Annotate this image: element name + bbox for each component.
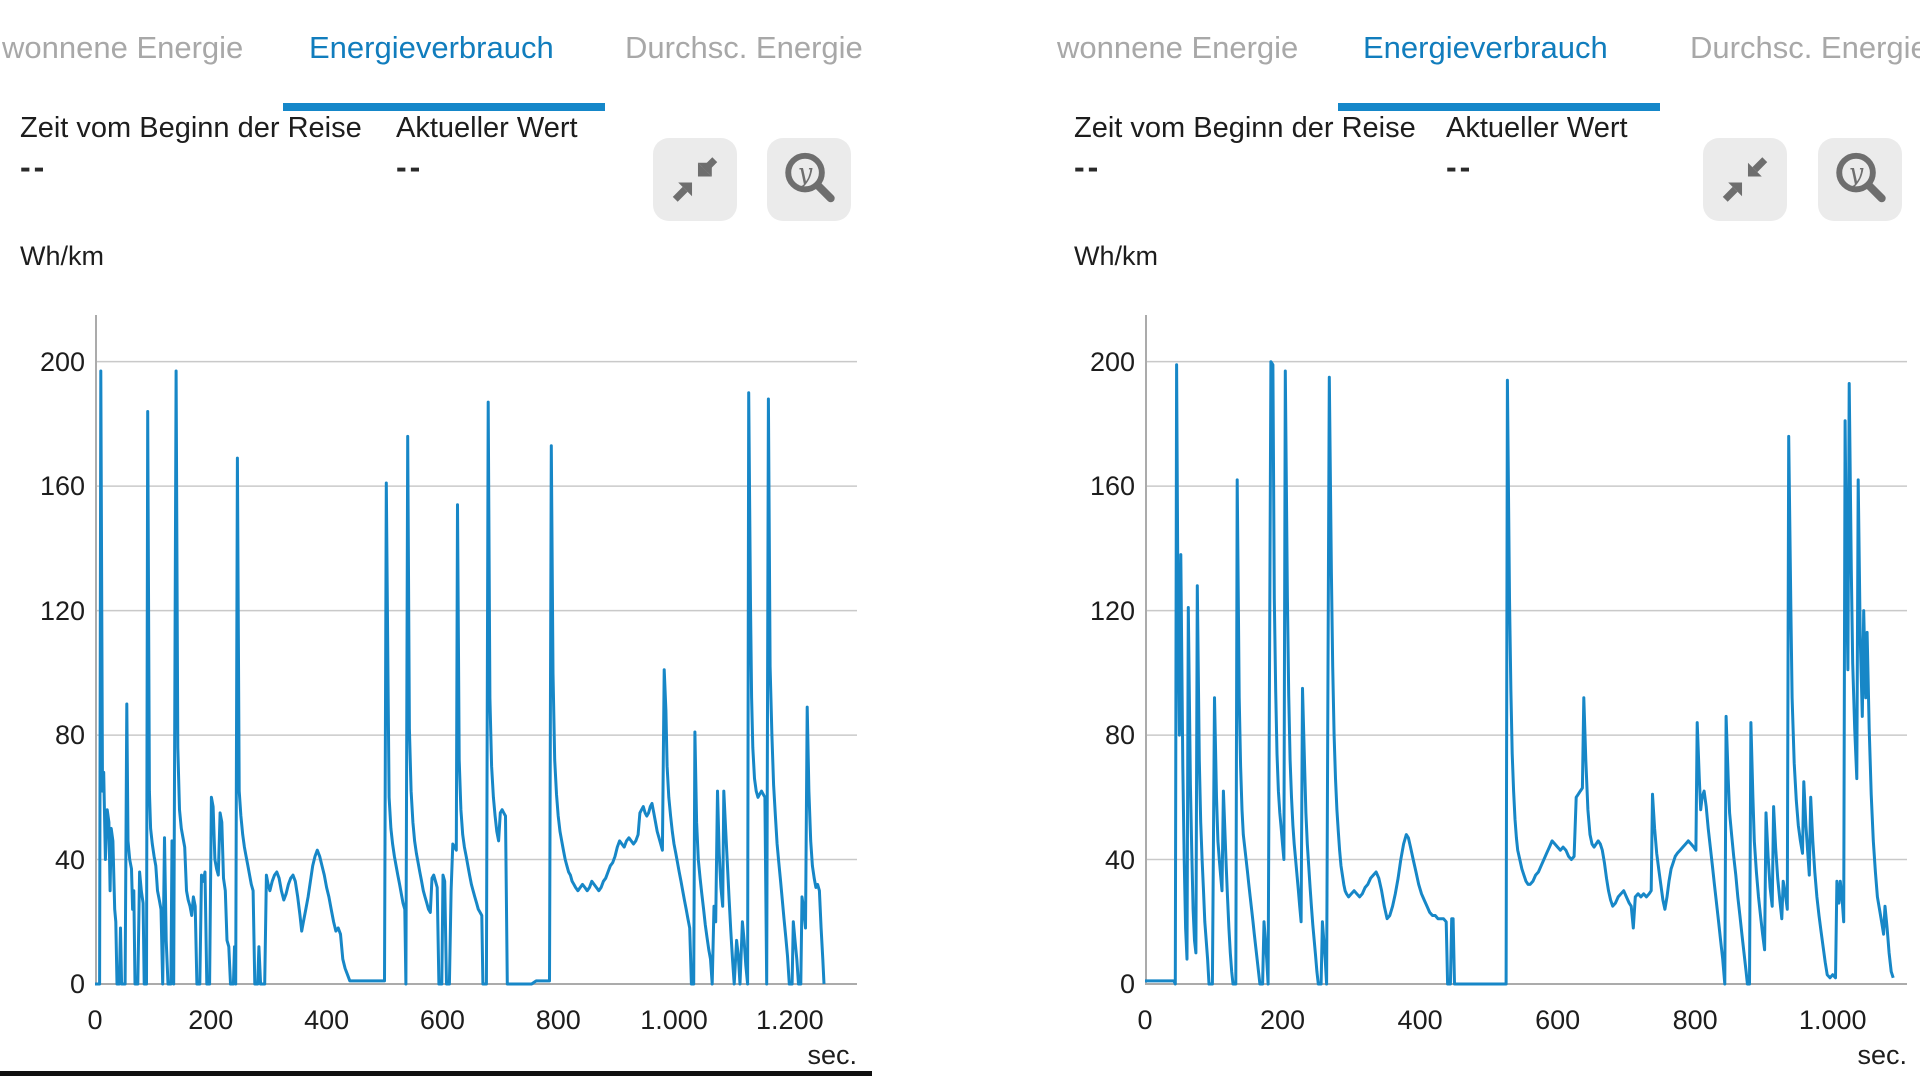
energy-chart[interactable]: 0 40 80 120 160 200 0 200 400 600 800 1.000 bbox=[1090, 315, 1907, 1035]
active-tab-indicator bbox=[283, 103, 605, 111]
x-axis-tick-label: 400 bbox=[1397, 1005, 1443, 1035]
y-axis-tick-label: 120 bbox=[39, 595, 85, 626]
x-axis-tick-label: 200 bbox=[188, 1005, 234, 1035]
x-axis-tick-label: 1.000 bbox=[640, 1005, 708, 1035]
y-axis-tick-label: 0 bbox=[1119, 969, 1135, 999]
y-axis-tick-label: 40 bbox=[1104, 844, 1135, 875]
active-tab-indicator bbox=[1338, 103, 1660, 111]
energy-chart[interactable]: 0 40 80 120 160 200 0 200 400 600 800 1.000 1.200 bbox=[40, 315, 857, 1035]
energy-panel-left: wonnene Energie Energieverbrauch Durchsc… bbox=[0, 0, 872, 1080]
trip-time-label: Zeit vom Beginn der Reise bbox=[1074, 112, 1416, 144]
zoom-y-axis-button[interactable]: y bbox=[1818, 138, 1902, 221]
x-axis-tick-label: 200 bbox=[1260, 1005, 1306, 1035]
x-axis-tick-label: 0 bbox=[87, 1005, 103, 1035]
x-axis-tick-label: 800 bbox=[1672, 1005, 1718, 1035]
tab-durchschnittliche-energie[interactable]: Durchsc. Energie bbox=[1690, 30, 1920, 66]
tab-gewonnene-energie[interactable]: wonnene Energie bbox=[1057, 30, 1299, 65]
current-value: -- bbox=[1446, 149, 1474, 185]
tab-durchschnittliche-energie[interactable]: Durchsc. Energie bbox=[625, 30, 863, 65]
y-axis-tick-label: 200 bbox=[39, 346, 85, 377]
svg-text:y: y bbox=[1848, 158, 1864, 188]
magnifier-y-icon: y bbox=[1836, 152, 1886, 203]
collapse-chart-button[interactable] bbox=[653, 138, 737, 221]
series-line bbox=[1145, 360, 1895, 986]
x-axis-tick-label: 1.200 bbox=[756, 1005, 824, 1035]
collapse-chart-button[interactable] bbox=[1703, 138, 1787, 221]
y-axis-tick-label: 120 bbox=[1089, 595, 1135, 626]
collapse-arrows-icon bbox=[1722, 157, 1768, 202]
y-axis-tick-label: 160 bbox=[39, 471, 85, 502]
tab-energieverbrauch[interactable]: Energieverbrauch bbox=[1363, 30, 1608, 65]
x-axis-tick-label: 600 bbox=[1535, 1005, 1581, 1035]
x-axis-tick-label: 0 bbox=[1137, 1005, 1153, 1035]
x-axis-unit-label: sec. bbox=[807, 1040, 857, 1070]
collapse-arrows-icon bbox=[672, 157, 718, 202]
y-axis-tick-label: 40 bbox=[54, 844, 85, 875]
y-axis-tick-label: 160 bbox=[1089, 471, 1135, 502]
x-axis-tick-label: 600 bbox=[419, 1005, 465, 1035]
current-value-label: Aktueller Wert bbox=[1446, 112, 1628, 144]
tab-gewonnene-energie[interactable]: wonnene Energie bbox=[2, 30, 244, 65]
y-axis-unit-label: Wh/km bbox=[1074, 241, 1158, 271]
tab-energieverbrauch[interactable]: Energieverbrauch bbox=[309, 30, 554, 65]
window-edge-bar bbox=[0, 1071, 872, 1076]
y-axis-tick-label: 80 bbox=[1104, 720, 1135, 751]
chart-plot-area[interactable] bbox=[95, 315, 861, 987]
trip-time-value: -- bbox=[1074, 149, 1102, 185]
x-axis-tick-label: 1.000 bbox=[1798, 1005, 1867, 1035]
y-axis-unit-label: Wh/km bbox=[20, 241, 104, 271]
magnifier-y-icon: y bbox=[785, 152, 835, 203]
energy-panel-right: wonnene Energie Energieverbrauch Durchsc… bbox=[1050, 0, 1920, 1080]
current-value-label: Aktueller Wert bbox=[396, 112, 578, 144]
y-axis-tick-label: 80 bbox=[54, 720, 85, 751]
y-axis-tick-label: 200 bbox=[1089, 346, 1135, 377]
svg-text:y: y bbox=[797, 158, 813, 188]
x-axis-tick-label: 400 bbox=[304, 1005, 350, 1035]
current-value: -- bbox=[396, 149, 424, 185]
x-axis-tick-label: 800 bbox=[535, 1005, 581, 1035]
chart-plot-area[interactable] bbox=[1145, 315, 1911, 987]
trip-time-label: Zeit vom Beginn der Reise bbox=[20, 112, 362, 144]
trip-time-value: -- bbox=[20, 149, 48, 185]
zoom-y-axis-button[interactable]: y bbox=[767, 138, 851, 221]
series-line bbox=[95, 369, 826, 986]
x-axis-unit-label: sec. bbox=[1857, 1040, 1907, 1070]
y-axis-tick-label: 0 bbox=[69, 969, 85, 999]
